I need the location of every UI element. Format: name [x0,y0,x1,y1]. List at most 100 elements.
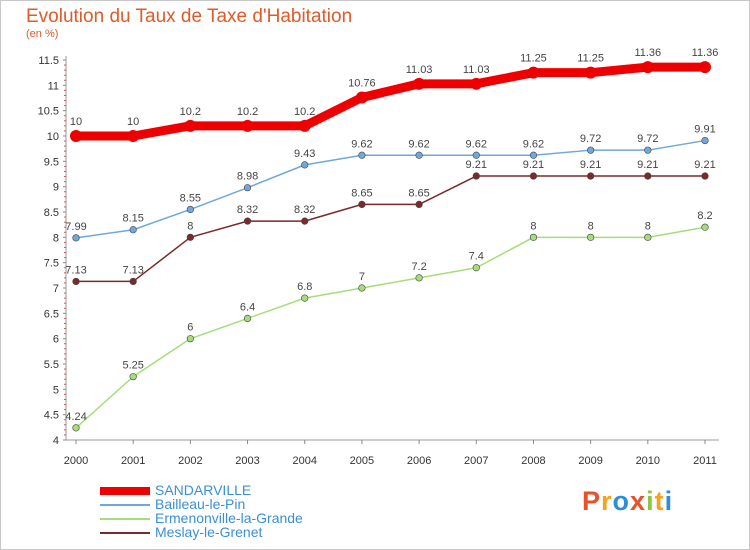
y-tick-label: 8.5 [44,207,59,219]
legend-item: Bailleau-le-Pin [100,497,303,511]
data-label: 9.62 [466,138,487,150]
data-point [70,130,82,142]
data-point [72,234,80,242]
y-tick-label: 9 [53,182,59,194]
x-tick-label: 2001 [121,455,145,467]
y-tick-label: 6 [53,334,59,346]
data-label: 7.99 [65,221,86,233]
logo-letter: P [582,486,602,516]
data-label: 11.36 [692,47,719,59]
data-label: 10 [127,116,139,128]
x-tick-label: 2006 [407,455,431,467]
data-point [301,294,309,302]
x-tick-label: 2000 [64,455,88,467]
data-label: 10.2 [294,106,315,118]
x-tick-label: 2010 [636,455,660,467]
logo-letter: t [654,486,665,516]
x-tick-label: 2007 [464,455,488,467]
data-label: 6.4 [240,301,255,313]
data-label: 8.55 [180,192,201,204]
y-tick-label: 4.5 [44,410,59,422]
proxiti-logo: Proxiti [582,486,673,517]
data-point [472,264,480,272]
x-tick-label: 2004 [292,455,316,467]
x-tick-label: 2009 [578,455,602,467]
y-tick-label: 6.5 [44,308,59,320]
data-label: 11.36 [634,47,661,59]
data-label: 7.4 [469,251,484,263]
data-label: 11.25 [520,53,547,65]
data-point [470,77,483,90]
data-point [129,373,137,381]
logo-letter: x [630,486,647,516]
data-label: 8.32 [294,204,315,216]
legend-item: Ermenonville-la-Grande [100,511,303,525]
logo-letter: r [601,486,613,516]
data-label: 11.25 [577,53,604,65]
data-point [472,172,480,180]
data-point [186,233,194,241]
y-tick-label: 11 [48,80,59,92]
data-point [298,119,311,132]
data-label: 9.21 [580,159,601,171]
data-point [413,77,426,90]
data-point [701,223,709,231]
logo-letter: i [664,486,674,516]
legend-swatch [100,518,150,521]
chart-title: Evolution du Taux de Taxe d'Habitation [26,6,353,27]
data-point [355,91,368,104]
chart-legend: SANDARVILLE Bailleau-le-Pin Ermenonville-l… [100,483,303,539]
data-point [641,61,654,74]
series-line [75,139,706,239]
data-point [701,172,709,180]
data-label: 7.13 [122,264,143,276]
data-label: 8.15 [122,213,143,225]
data-label: 6 [187,322,193,334]
legend-label: SANDARVILLE [155,482,252,498]
data-label: 8.32 [237,204,258,216]
legend-label: Bailleau-le-Pin [155,496,246,512]
data-label: 9.62 [351,138,372,150]
data-label: 6.8 [297,281,312,293]
data-point [72,424,80,432]
legend-swatch [100,532,150,535]
data-label: 7.2 [411,261,426,273]
data-label: 8 [530,220,536,232]
data-point [587,146,595,154]
x-tick-label: 2003 [235,455,259,467]
data-label: 8.65 [408,187,429,199]
data-point [415,274,423,282]
data-point [587,233,595,241]
data-point [127,130,140,142]
data-point [186,205,194,214]
data-label: 7 [359,271,365,283]
data-label: 8 [645,220,651,232]
data-label: 11.03 [463,64,490,76]
y-tick-label: 7.5 [44,258,59,270]
data-point [644,146,652,154]
series-line [75,226,706,429]
data-point [415,200,423,208]
data-point [701,136,709,145]
data-point [358,151,366,159]
logo-letter: o [612,486,631,516]
y-tick-label: 10 [47,131,59,143]
data-point [527,66,540,79]
x-tick-label: 2008 [521,455,545,467]
legend-swatch [100,487,150,496]
legend-swatch [100,504,150,507]
y-tick-label: 4 [53,435,59,447]
data-point [243,217,252,225]
legend-item: SANDARVILLE [100,483,303,497]
legend-label: Meslay-le-Grenet [155,524,263,540]
data-label: 4.24 [65,411,86,423]
data-label: 9.43 [294,148,315,160]
data-label: 10.76 [348,77,376,89]
data-label: 11.03 [406,64,433,76]
x-tick-label: 2005 [350,455,374,467]
data-point [472,151,480,159]
data-point [358,284,366,292]
data-point [129,277,137,286]
data-label: 9.21 [694,159,715,171]
data-label: 10.2 [237,106,258,118]
